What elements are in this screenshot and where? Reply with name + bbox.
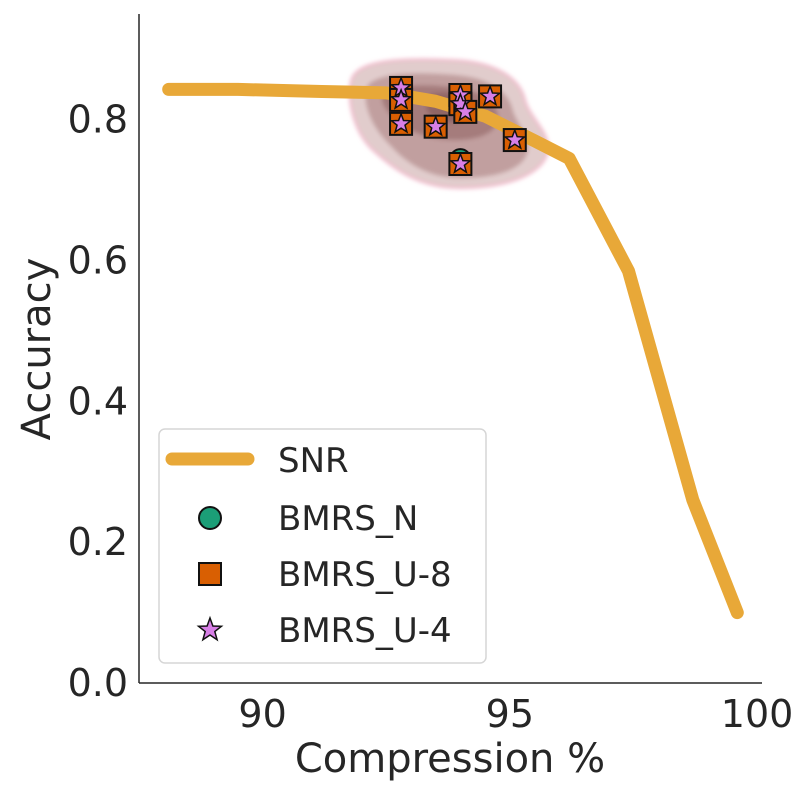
bmrs-u4-point — [448, 151, 472, 174]
bmrs-u4-point — [389, 111, 413, 134]
y-tick-label: 0.0 — [68, 661, 128, 705]
legend: SNR BMRS_N BMRS_U-8 BMRS_U-4 — [158, 428, 487, 664]
snr-series-line — [162, 82, 744, 620]
y-tick-label: 0.8 — [68, 98, 128, 142]
x-tick-label: 95 — [486, 692, 534, 736]
legend-label-bmrs-u8: BMRS_U-8 — [278, 555, 452, 595]
x-axis-label: Compression % — [295, 736, 605, 782]
y-tick-label: 0.4 — [68, 379, 128, 423]
y-tick-label: 0.2 — [68, 520, 128, 564]
legend-swatch-bmrs-n — [198, 506, 222, 530]
bmrs-u4-point — [478, 84, 502, 107]
bmrs-u4-point — [503, 127, 527, 150]
legend-label-bmrs-n: BMRS_N — [278, 499, 418, 539]
x-tick-label: 100 — [721, 692, 794, 736]
bmrs-u4-point — [424, 114, 448, 137]
y-tick-label: 0.6 — [68, 238, 128, 282]
legend-label-snr: SNR — [278, 441, 349, 481]
bmrs-u4-point — [453, 99, 477, 122]
y-axis-label: Accuracy — [14, 258, 60, 441]
legend-swatch-bmrs-u8 — [198, 562, 222, 586]
bmrs-u4-markers — [389, 75, 527, 174]
legend-label-bmrs-u4: BMRS_U-4 — [278, 611, 452, 651]
legend-swatch-bmrs-u4 — [196, 615, 224, 642]
bmrs-u4-point — [389, 87, 413, 110]
x-tick-label: 90 — [238, 692, 286, 736]
legend-frame — [158, 428, 487, 664]
